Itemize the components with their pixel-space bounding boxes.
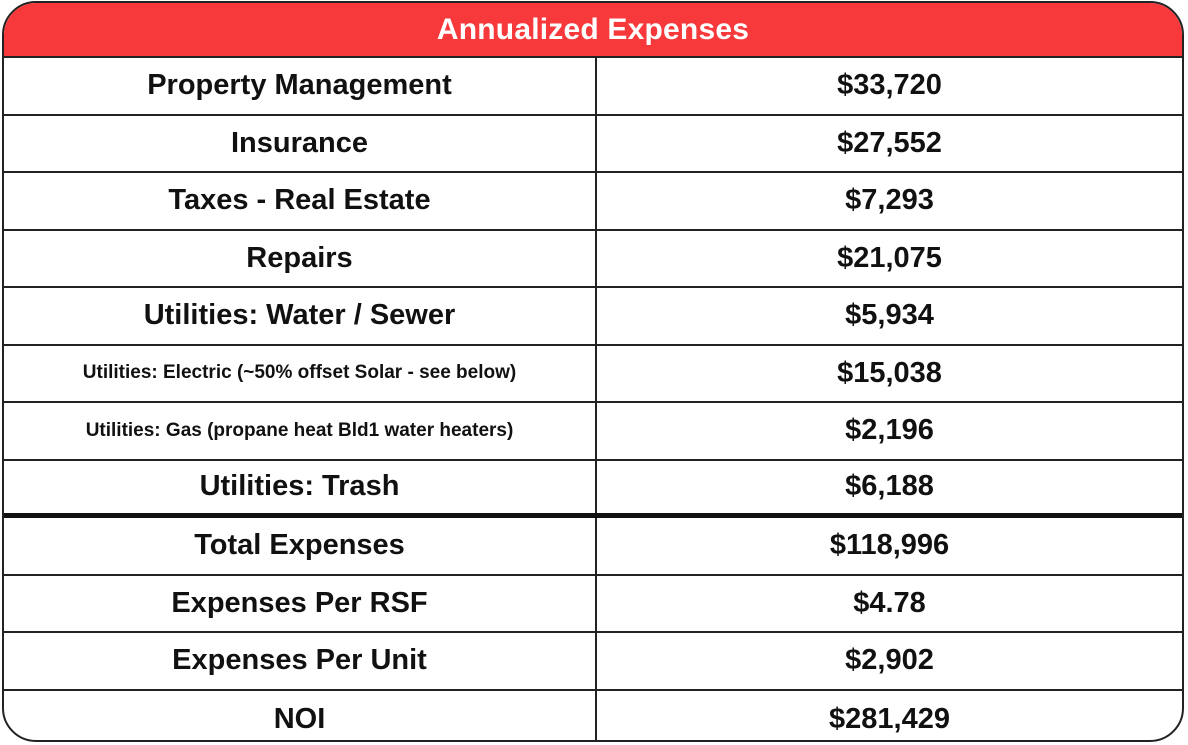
table-row-noi: NOI $281,429 [4,690,1182,740]
row-label: Expenses Per Unit [4,633,597,689]
row-label: Repairs [4,230,597,286]
table-row-expenses-per-rsf: Expenses Per RSF $4.78 [4,575,1182,633]
row-value: $7,293 [845,184,934,217]
row-label: Taxes - Real Estate [4,173,597,229]
table-row-taxes-real-estate: Taxes - Real Estate $7,293 [4,173,1182,231]
table-row-utilities-gas: Utilities: Gas (propane heat Bld1 water … [4,403,1182,461]
table-row-repairs: Repairs $21,075 [4,230,1182,288]
row-value: $281,429 [829,702,950,735]
table-row-property-management: Property Management $33,720 [4,58,1182,116]
table-row-expenses-per-unit: Expenses Per Unit $2,902 [4,633,1182,691]
row-label: NOI [4,690,597,740]
row-value: $21,075 [837,241,942,274]
row-label: Utilities: Trash [4,460,597,513]
table-row-insurance: Insurance $27,552 [4,115,1182,173]
row-label: Expenses Per RSF [4,575,597,631]
table-row-utilities-trash: Utilities: Trash $6,188 [4,460,1182,518]
row-value: $2,902 [845,644,934,677]
row-label: Utilities: Water / Sewer [4,288,597,344]
row-value: $4.78 [853,586,926,619]
row-label: Property Management [4,58,597,114]
table-row-total-expenses: Total Expenses $118,996 [4,518,1182,576]
row-value: $15,038 [837,356,942,389]
row-value: $27,552 [837,126,942,159]
table-body: Property Management $33,720 Insurance $2… [4,58,1182,740]
row-value: $118,996 [829,529,950,562]
row-label: Utilities: Electric (~50% offset Solar -… [4,345,597,401]
row-value: $5,934 [845,299,934,332]
row-value: $33,720 [837,69,942,102]
table-title: Annualized Expenses [4,3,1182,58]
row-value: $2,196 [845,414,934,447]
table-row-utilities-water-sewer: Utilities: Water / Sewer $5,934 [4,288,1182,346]
row-label: Utilities: Gas (propane heat Bld1 water … [4,403,597,459]
row-label: Total Expenses [4,518,597,574]
table-row-utilities-electric: Utilities: Electric (~50% offset Solar -… [4,345,1182,403]
row-value: $6,188 [845,470,934,503]
row-label: Insurance [4,115,597,171]
